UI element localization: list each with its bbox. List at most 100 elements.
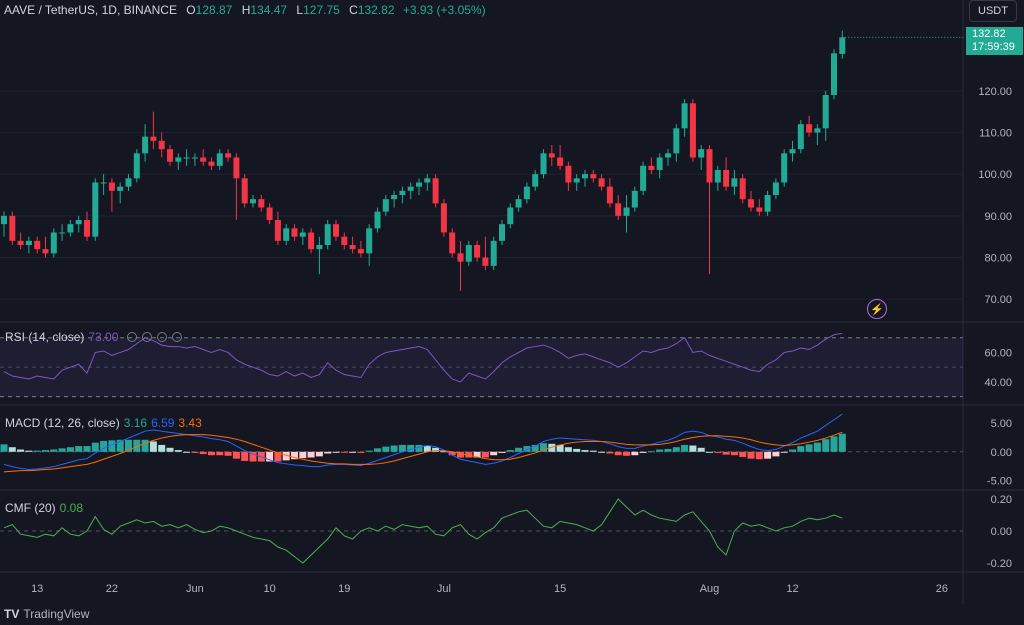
macd-histogram-bar: [797, 446, 805, 452]
candle-body: [108, 182, 115, 191]
cmf-legend[interactable]: CMF (20) 0.08: [5, 501, 83, 515]
lightning-icon[interactable]: ⚡: [867, 299, 887, 319]
macd-histogram-bar: [515, 447, 523, 452]
candle-body: [9, 215, 16, 241]
macd-histogram-bar: [639, 451, 647, 453]
time-axis-label: 22: [106, 583, 118, 595]
candle-body: [299, 232, 306, 237]
low-label: L: [296, 3, 304, 17]
macd-histogram-bar: [672, 447, 680, 452]
candle-body: [756, 207, 763, 212]
macd-histogram-bar: [780, 451, 788, 453]
price-axis-label: 70.00: [984, 294, 1012, 306]
candle-body: [59, 232, 66, 234]
footer-bar: [0, 604, 1024, 625]
rsi-legend[interactable]: RSI (14, close) 73.00: [5, 330, 182, 344]
macd-histogram-bar: [755, 451, 763, 460]
candle-body: [482, 257, 489, 266]
candle-body: [75, 220, 82, 225]
macd-histogram-bar: [706, 451, 713, 453]
macd-histogram-bar: [398, 444, 406, 452]
macd-histogram-bar: [822, 439, 830, 452]
macd-histogram-bar: [440, 451, 448, 453]
candle-body: [640, 165, 647, 191]
candle-body: [723, 170, 730, 187]
macd-histogram-bar: [58, 448, 66, 452]
candle-body: [183, 157, 190, 159]
candle-body: [117, 186, 124, 191]
macd-axis-label: 0.00: [991, 447, 1012, 459]
macd-histogram-bar: [789, 449, 796, 452]
macd-histogram-bar: [141, 439, 149, 452]
currency-button[interactable]: USDT: [969, 0, 1017, 22]
macd-legend[interactable]: MACD (12, 26, close) 3.16 6.59 3.43: [5, 416, 202, 430]
candle-body: [142, 136, 149, 154]
candle-body: [681, 103, 688, 129]
macd-histogram-bar: [199, 451, 207, 455]
candle-body: [548, 153, 555, 158]
macd-histogram-bar: [8, 447, 16, 452]
candle-body: [797, 124, 804, 150]
macd-histogram-bar: [241, 451, 249, 461]
macd-histogram-bar: [232, 451, 240, 459]
macd-histogram-bar: [523, 446, 531, 452]
cmf-value: 0.08: [59, 501, 84, 515]
bar-countdown: 17:59:39: [972, 41, 1015, 53]
candle-body: [399, 190, 406, 195]
candle-body: [648, 165, 655, 170]
candle-body: [523, 186, 530, 200]
macd-histogram-bar: [556, 444, 564, 452]
candle-body: [457, 253, 464, 262]
remove-icon[interactable]: [156, 332, 167, 342]
macd-histogram-bar: [299, 451, 307, 459]
macd-histogram-bar: [382, 446, 390, 452]
time-axis-label: 15: [554, 583, 566, 595]
macd-histogram-bar: [689, 445, 697, 452]
candle-body: [17, 240, 24, 245]
time-axis-label: 10: [263, 583, 275, 595]
macd-histogram-bar: [191, 451, 199, 453]
macd-histogram-bar: [315, 451, 323, 457]
time-axis-label: Aug: [700, 583, 720, 595]
candle-body: [341, 236, 348, 245]
macd-histogram-bar: [606, 451, 614, 454]
macd-histogram-bar: [481, 451, 489, 458]
cmf-line: [3, 498, 843, 564]
candle-body: [623, 207, 630, 216]
macd-histogram-bar: [714, 451, 722, 453]
candle-body: [515, 199, 522, 208]
macd-histogram-bar: [722, 451, 730, 455]
candle-body: [507, 207, 514, 225]
macd-histogram-bar: [631, 451, 639, 456]
macd-histogram-bar: [0, 444, 8, 452]
macd-histogram-bar: [349, 451, 357, 453]
time-axis-label: 26: [936, 583, 948, 595]
candle-body: [191, 157, 198, 159]
candle-body: [689, 103, 696, 158]
macd-histogram-bar: [357, 451, 365, 453]
candle-body: [789, 149, 796, 154]
macd-histogram-bar: [448, 451, 456, 456]
candle-body: [366, 228, 373, 254]
candle-body: [540, 153, 547, 175]
more-icon[interactable]: [171, 332, 182, 342]
candle-body: [490, 240, 497, 266]
macd-histogram-bar: [623, 451, 630, 456]
visibility-icon[interactable]: [126, 332, 137, 342]
macd-axis-label: -5.00: [987, 475, 1012, 487]
settings-icon[interactable]: [141, 332, 152, 342]
candle-body: [731, 178, 738, 187]
macd-histogram-bar: [490, 451, 498, 456]
candle-body: [606, 186, 613, 204]
macd-histogram-bar: [772, 451, 780, 457]
macd-histogram-bar: [830, 436, 838, 452]
time-axis-label: Jun: [186, 583, 204, 595]
candle-body: [175, 157, 182, 162]
macd-histogram-bar: [465, 451, 473, 458]
candle-body: [308, 232, 315, 250]
time-axis-label: 12: [786, 583, 798, 595]
candle-body: [333, 224, 339, 237]
macd-histogram-bar: [332, 451, 340, 453]
branding[interactable]: TV TradingView: [4, 607, 89, 621]
